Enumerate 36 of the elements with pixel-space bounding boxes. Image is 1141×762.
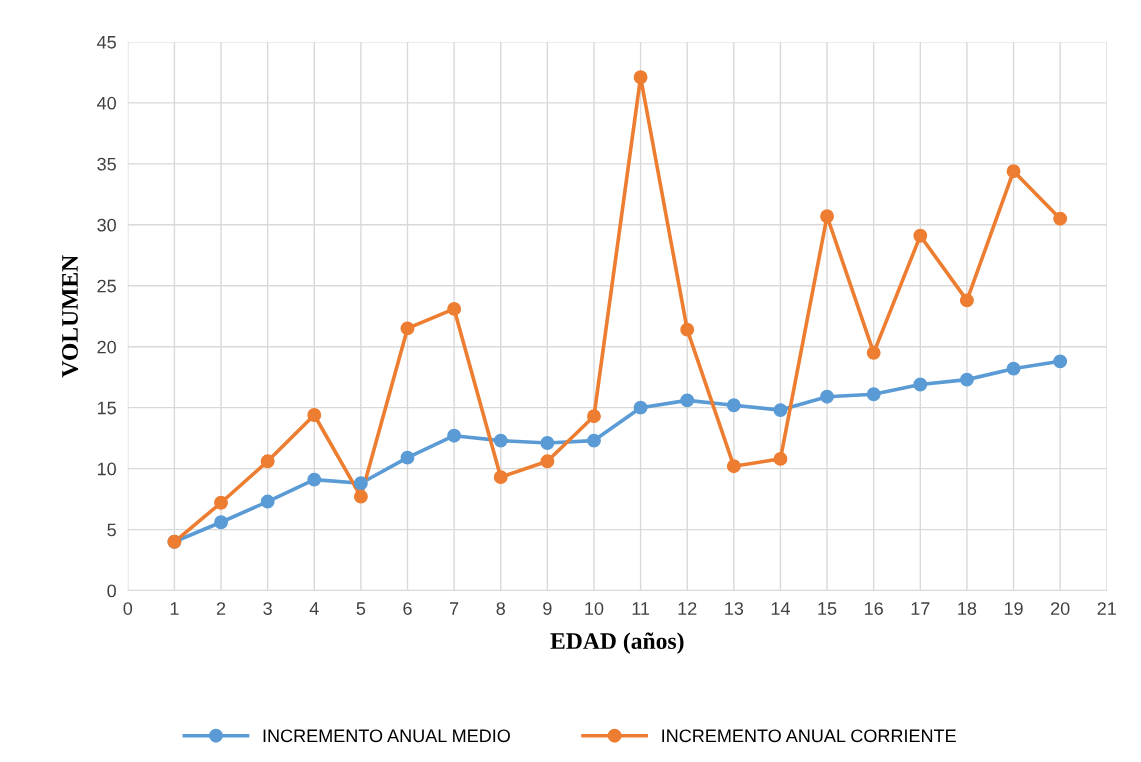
x-tick-label: 5	[356, 602, 366, 615]
y-tick-label: 5	[107, 523, 116, 537]
x-tick-label: 19	[1004, 602, 1023, 615]
x-tick-label: 15	[818, 602, 837, 615]
y-tick-label: 20	[97, 340, 116, 354]
x-axis-title: EDAD (años)	[550, 632, 684, 654]
x-tick-label: 9	[543, 602, 552, 615]
y-tick-label: 40	[97, 96, 116, 110]
legend-label: INCREMENTO ANUAL MEDIO	[263, 729, 510, 743]
y-tick-label: 35	[97, 157, 116, 171]
x-tick-label: 6	[403, 602, 412, 615]
x-tick-label: 1	[170, 602, 179, 615]
x-tick-label: 12	[678, 602, 697, 615]
x-tick-label: 3	[263, 602, 272, 615]
x-tick-label: 10	[585, 602, 604, 615]
y-tick-label: 10	[97, 462, 116, 476]
x-tick-label: 20	[1051, 602, 1070, 615]
x-tick-label: 21	[1097, 602, 1116, 615]
x-tick-label: 0	[123, 602, 133, 615]
x-tick-label: 8	[496, 602, 505, 615]
x-tick-label: 7	[450, 602, 459, 615]
x-tick-label: 2	[216, 602, 226, 615]
y-axis-title: VOLUMEN	[62, 255, 79, 378]
y-tick-label: 15	[97, 401, 116, 415]
x-tick-label: 11	[632, 602, 650, 615]
x-tick-label: 17	[911, 602, 930, 615]
y-tick-label: 30	[97, 218, 116, 232]
y-tick-label: 25	[97, 279, 116, 293]
y-tick-label: 0	[107, 584, 116, 598]
y-tick-label: 45	[97, 36, 116, 49]
x-tick-label: 13	[725, 602, 744, 615]
x-tick-label: 18	[958, 602, 977, 615]
x-tick-label: 16	[865, 602, 883, 615]
x-tick-label: 14	[771, 602, 790, 615]
legend-label: INCREMENTO ANUAL CORRIENTE	[662, 729, 956, 743]
x-tick-label: 4	[309, 602, 319, 615]
